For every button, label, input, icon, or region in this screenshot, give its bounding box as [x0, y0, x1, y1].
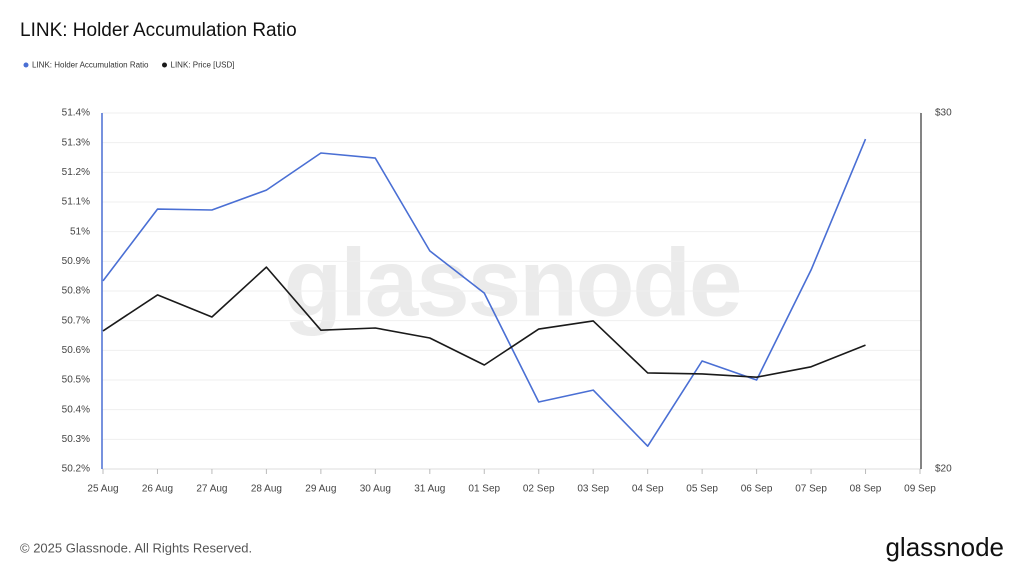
legend-label: LINK: Price [USD]: [171, 61, 235, 70]
y-tick-label: 50.4%: [62, 404, 90, 415]
y2-tick-label: $30: [935, 108, 952, 119]
x-tick-label: 05 Sep: [686, 484, 718, 495]
y-tick-label: 50.2%: [62, 464, 90, 475]
y2-tick-label: $20: [935, 464, 952, 475]
y-tick-label: 50.6%: [62, 345, 90, 356]
x-tick-label: 25 Aug: [87, 484, 118, 495]
y-tick-label: 50.9%: [62, 256, 90, 267]
data-line: [102, 138, 867, 447]
logo: glassnode: [885, 532, 1004, 562]
y-tick-label: 50.8%: [62, 286, 90, 297]
data-line: [102, 266, 866, 378]
x-tick-label: 29 Aug: [305, 484, 336, 495]
x-tick-label: 31 Aug: [414, 484, 445, 495]
legend-label: LINK: Holder Accumulation Ratio: [32, 61, 149, 70]
x-tick-label: 08 Sep: [850, 484, 882, 495]
x-tick-label: 07 Sep: [795, 484, 827, 495]
y-tick-label: 51.2%: [62, 167, 90, 178]
legend-marker: [162, 62, 167, 68]
x-tick-label: 06 Sep: [741, 484, 773, 495]
x-tick-label: 30 Aug: [360, 484, 391, 495]
y-tick-label: 50.5%: [62, 375, 90, 386]
y-tick-label: 50.7%: [62, 315, 90, 326]
chart-title: LINK: Holder Accumulation Ratio: [20, 20, 297, 41]
y-tick-label: 51.3%: [62, 137, 90, 148]
watermark: glassnode: [284, 229, 741, 336]
x-tick-label: 27 Aug: [196, 484, 227, 495]
x-tick-label: 26 Aug: [142, 484, 173, 495]
x-tick-label: 28 Aug: [251, 484, 282, 495]
x-tick-label: 01 Sep: [468, 484, 500, 495]
y-tick-label: 51.4%: [62, 108, 90, 119]
x-tick-label: 02 Sep: [523, 484, 555, 495]
legend-marker: [23, 62, 29, 68]
y-tick-label: 51.1%: [62, 197, 90, 208]
x-tick-label: 03 Sep: [577, 484, 609, 495]
y-tick-label: 50.3%: [62, 434, 90, 445]
y-tick-label: 51%: [70, 226, 90, 237]
x-tick-label: 04 Sep: [632, 484, 664, 495]
x-tick-label: 09 Sep: [904, 484, 936, 495]
footer: © 2025 Glassnode. All Rights Reserved.: [20, 540, 252, 555]
